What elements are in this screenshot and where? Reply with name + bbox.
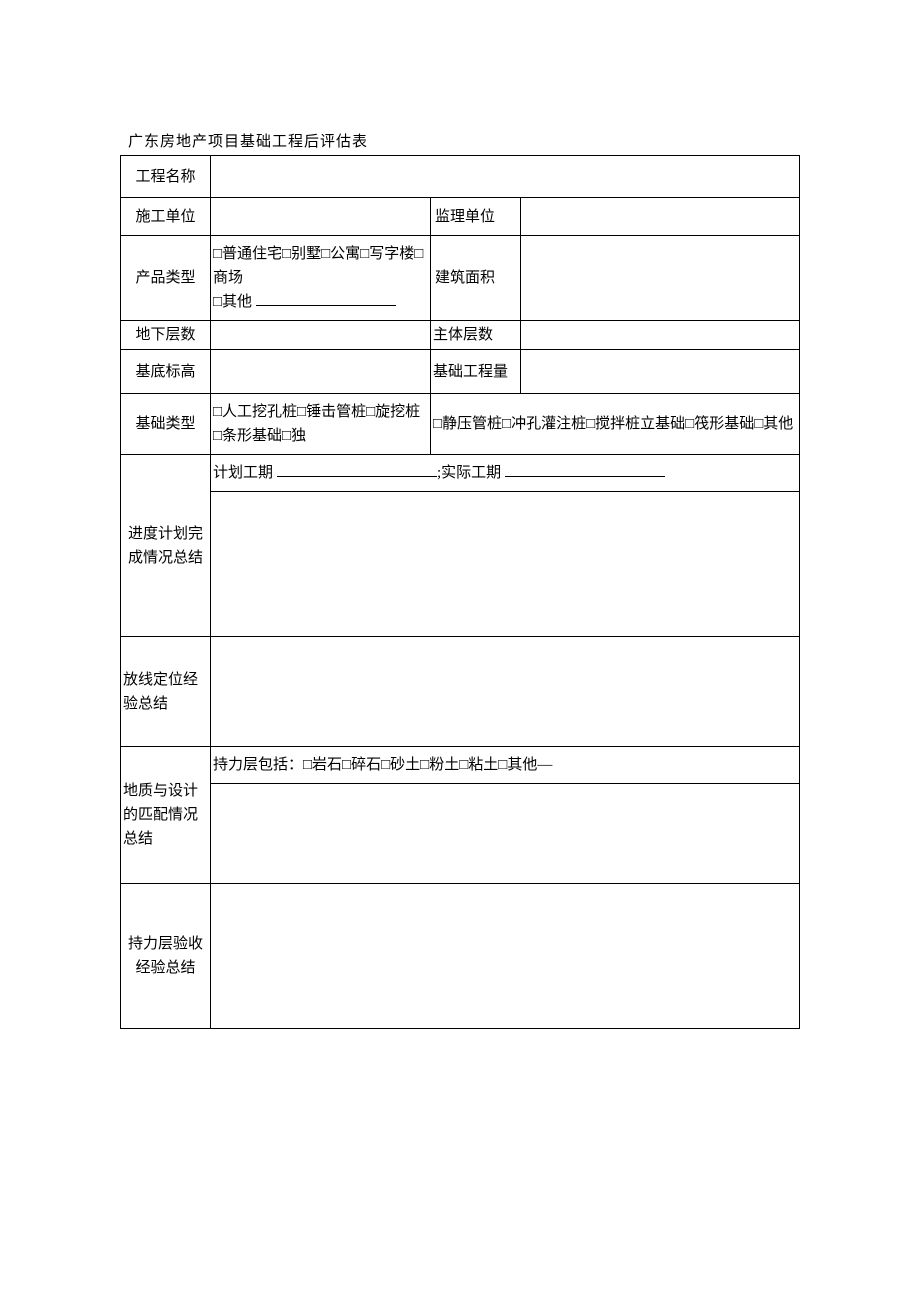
lofting-summary-label: 放线定位经验总结: [121, 637, 211, 747]
underground-floors-label: 地下层数: [121, 321, 211, 350]
foundation-quantity-value[interactable]: [521, 350, 800, 394]
planned-duration-label: 计划工期: [213, 465, 273, 481]
schedule-summary-value[interactable]: [211, 492, 800, 637]
table-row: 基底标高 基础工程量: [121, 350, 800, 394]
supervision-unit-label: 监理单位: [431, 198, 521, 236]
building-area-label: 建筑面积: [431, 236, 521, 321]
base-elevation-value[interactable]: [211, 350, 431, 394]
supervision-unit-value[interactable]: [521, 198, 800, 236]
table-row: 工程名称: [121, 156, 800, 198]
table-row: 放线定位经验总结: [121, 637, 800, 747]
underground-floors-value[interactable]: [211, 321, 431, 350]
product-type-other-text: □其他: [213, 294, 252, 310]
product-type-label: 产品类型: [121, 236, 211, 321]
table-row: 产品类型 □普通住宅□别墅□公寓□写字楼□商场 □其他 建筑面积: [121, 236, 800, 321]
construction-unit-label: 施工单位: [121, 198, 211, 236]
bearing-layer-acceptance-label: 持力层验收经验总结: [121, 884, 211, 1029]
bearing-layer-acceptance-value[interactable]: [211, 884, 800, 1029]
building-area-value[interactable]: [521, 236, 800, 321]
main-floors-label: 主体层数: [431, 321, 521, 350]
foundation-type-options-right[interactable]: □静压管桩□冲孔灌注桩□搅拌桩立基础□筏形基础□其他: [431, 394, 800, 455]
table-row: 进度计划完成情况总结 计划工期;实际工期: [121, 455, 800, 492]
actual-duration-blank[interactable]: [505, 462, 665, 477]
document-title: 广东房地产项目基础工程后评估表: [120, 130, 800, 151]
project-name-label: 工程名称: [121, 156, 211, 198]
schedule-duration-cell[interactable]: 计划工期 ;实际工期: [211, 455, 800, 492]
geology-match-value[interactable]: [211, 784, 800, 884]
table-row: [121, 492, 800, 637]
foundation-quantity-label: 基础工程量: [431, 350, 521, 394]
lofting-summary-value[interactable]: [211, 637, 800, 747]
evaluation-form-table: 工程名称 施工单位 监理单位 产品类型 □普通住宅□别墅□公寓□写字楼□商场 □…: [120, 155, 800, 1029]
schedule-summary-label: 进度计划完成情况总结: [121, 455, 211, 637]
table-row: 地下层数 主体层数: [121, 321, 800, 350]
table-row: [121, 784, 800, 884]
table-row: 地质与设计的匹配情况总结 持力层包括：□岩石□碎石□砂土□粉土□粘土□其他—: [121, 747, 800, 784]
table-row: 施工单位 监理单位: [121, 198, 800, 236]
planned-duration-blank[interactable]: [277, 462, 437, 477]
product-type-options-cell[interactable]: □普通住宅□别墅□公寓□写字楼□商场 □其他: [211, 236, 431, 321]
main-floors-value[interactable]: [521, 321, 800, 350]
table-row: 基础类型 □人工挖孔桩□锤击管桩□旋挖桩□条形基础□独 □静压管桩□冲孔灌注桩□…: [121, 394, 800, 455]
product-type-other-blank[interactable]: [256, 291, 396, 306]
base-elevation-label: 基底标高: [121, 350, 211, 394]
foundation-type-label: 基础类型: [121, 394, 211, 455]
project-name-value[interactable]: [211, 156, 800, 198]
construction-unit-value[interactable]: [211, 198, 431, 236]
foundation-type-options-left[interactable]: □人工挖孔桩□锤击管桩□旋挖桩□条形基础□独: [211, 394, 431, 455]
product-type-options-text: □普通住宅□别墅□公寓□写字楼□商场: [213, 246, 423, 286]
table-row: 持力层验收经验总结: [121, 884, 800, 1029]
geology-match-label: 地质与设计的匹配情况总结: [121, 747, 211, 884]
bearing-layer-includes[interactable]: 持力层包括：□岩石□碎石□砂土□粉土□粘土□其他—: [211, 747, 800, 784]
actual-duration-label: ;实际工期: [437, 465, 501, 481]
